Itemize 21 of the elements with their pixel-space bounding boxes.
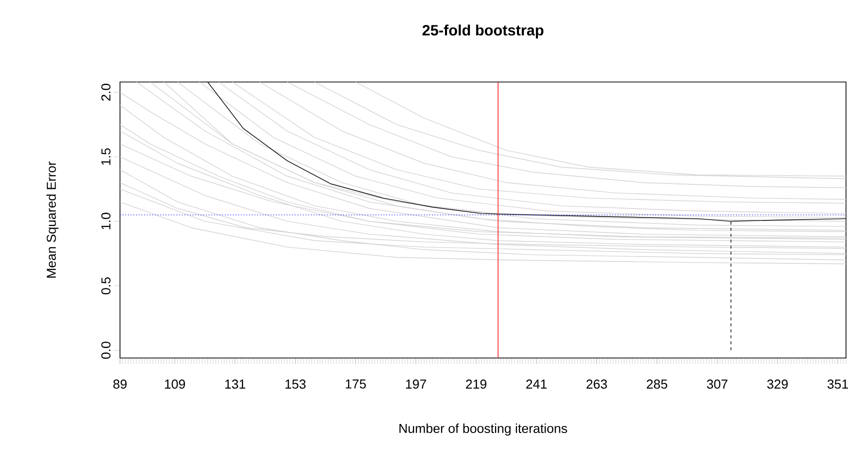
y-tick-label: 1.5 <box>101 148 110 165</box>
x-tick-label: 175 <box>346 380 366 389</box>
x-tick-label: 351 <box>827 380 848 389</box>
y-tick-label: 0.5 <box>101 277 110 294</box>
x-tick-label: 109 <box>164 380 185 389</box>
x-tick-label: 241 <box>526 380 547 389</box>
y-tick-label: 1.0 <box>101 212 110 230</box>
y-axis-title: Mean Squared Error <box>46 162 58 278</box>
y-tick-label: 0.0 <box>101 342 110 359</box>
x-tick-label: 285 <box>646 380 668 389</box>
x-tick-label: 219 <box>466 380 486 389</box>
x-tick-label: 329 <box>767 380 788 389</box>
chart-title: 25-fold bootstrap <box>422 24 544 38</box>
x-axis-title: Number of boosting iterations <box>399 424 568 436</box>
x-tick-label: 89 <box>113 380 127 389</box>
x-tick-label: 197 <box>406 380 426 389</box>
x-tick-label: 153 <box>286 380 306 389</box>
x-tick-label: 263 <box>586 380 607 389</box>
y-tick-label: 2.0 <box>101 84 110 101</box>
x-tick-label: 131 <box>225 380 246 389</box>
x-tick-label: 307 <box>706 380 728 389</box>
